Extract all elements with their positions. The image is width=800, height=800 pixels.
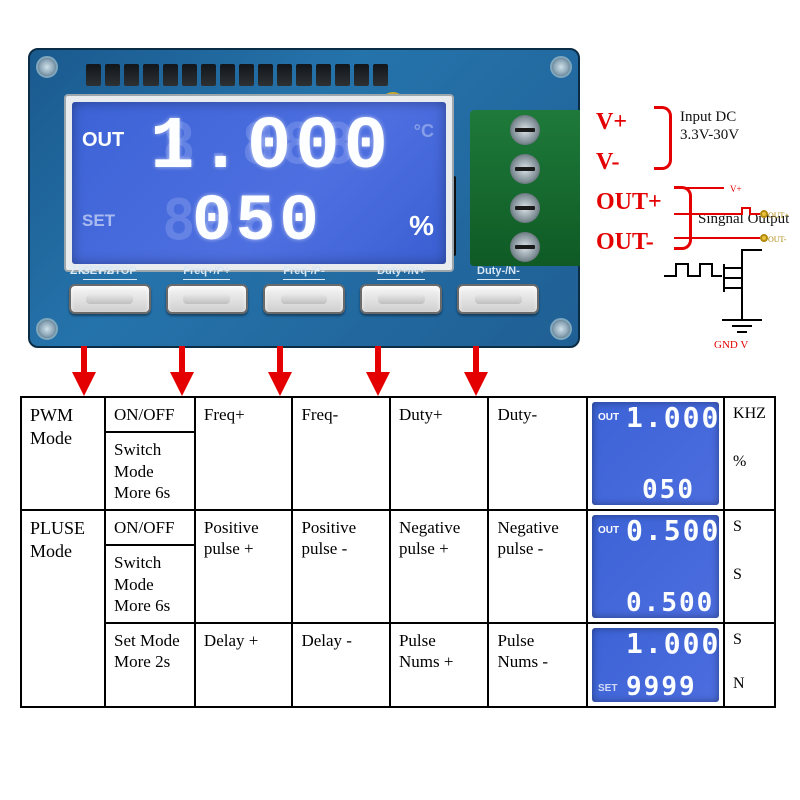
- mounting-hole: [550, 56, 572, 78]
- schem-vplus: V+: [730, 184, 742, 194]
- lcd-display: 8.888 888 OUT SET 1.000 050 % °C: [64, 94, 454, 272]
- lcd-line1: 1.000: [150, 106, 392, 190]
- schem-outp: OUT+: [768, 211, 789, 220]
- cell: Positive pulse +: [195, 510, 293, 623]
- unit: S: [733, 565, 766, 585]
- pwm-mode-label: PWM Mode: [21, 397, 105, 510]
- input-range: 3.3V-30V: [680, 126, 739, 144]
- lcd-set-label: SET: [82, 212, 115, 229]
- freq-minus-button[interactable]: Freq-/P-: [258, 266, 349, 332]
- arrow-icon: [170, 372, 194, 396]
- terminal-vplus: V+: [596, 108, 627, 137]
- duty-minus-button[interactable]: Duty-/N-: [453, 266, 544, 332]
- cell: ON/OFF: [105, 510, 195, 545]
- unit: %: [733, 452, 766, 472]
- cell: Negative pulse -: [488, 510, 587, 623]
- screw-terminal: [470, 110, 580, 266]
- mini-lcd: SET 1.000 9999: [592, 628, 719, 702]
- cell: ON/OFF: [105, 397, 195, 432]
- cell: Duty-: [488, 397, 587, 510]
- cell: Switch Mode More 6s: [105, 545, 195, 623]
- cell: Delay +: [195, 623, 293, 707]
- cell: Negative pulse +: [390, 510, 489, 623]
- pwm-module-pcb: 8.888 888 OUT SET 1.000 050 % °C Zk-PPZ …: [28, 48, 580, 348]
- mounting-hole: [36, 318, 58, 340]
- mini-lcd: OUT 0.500 0.500: [592, 515, 719, 618]
- button-row: SET/STOP Freq+/P+ Freq-/P- Duty+/N+ Duty…: [64, 266, 544, 332]
- cell: Duty+: [390, 397, 489, 510]
- cell: Pulse Nums -: [488, 623, 587, 707]
- unit: KHZ: [733, 404, 766, 424]
- arrow-icon: [72, 372, 96, 396]
- lcd-deg: °C: [414, 122, 434, 140]
- arrow-icon: [366, 372, 390, 396]
- pluse-mode-label: PLUSE Mode: [21, 510, 105, 707]
- terminal-vminus: V-: [596, 148, 620, 177]
- cell: Freq+: [195, 397, 293, 510]
- cell: Switch Mode More 6s: [105, 432, 195, 510]
- schem-gnd: GND V: [714, 339, 748, 351]
- duty-plus-button[interactable]: Duty+/N+: [356, 266, 447, 332]
- arrow-icon: [268, 372, 292, 396]
- unit: S: [733, 517, 766, 537]
- cell: Delay -: [292, 623, 390, 707]
- cell: Positive pulse -: [292, 510, 390, 623]
- freq-plus-button[interactable]: Freq+/P+: [161, 266, 252, 332]
- set-stop-button[interactable]: SET/STOP: [64, 266, 155, 332]
- cell: Freq-: [292, 397, 390, 510]
- terminal-outplus: OUT+: [596, 188, 662, 217]
- cell: Pulse Nums +: [390, 623, 489, 707]
- lcd-percent: %: [409, 212, 434, 240]
- lcd-out-label: OUT: [82, 130, 124, 150]
- unit: N: [733, 674, 766, 694]
- schem-outn: OUT-: [768, 235, 787, 244]
- output-schematic: V+ OUT+ OUT- GND V: [654, 178, 794, 358]
- cell: Set Mode More 2s: [105, 623, 195, 707]
- lcd-line2: 050: [192, 184, 323, 259]
- terminal-outminus: OUT-: [596, 228, 654, 257]
- unit: S: [733, 630, 766, 650]
- mounting-hole: [550, 318, 572, 340]
- mounting-hole: [36, 56, 58, 78]
- mini-lcd: OUT 1.000 050: [592, 402, 719, 505]
- arrow-icon: [464, 372, 488, 396]
- input-dc-label: Input DC: [680, 108, 736, 126]
- brace-icon: [654, 106, 672, 170]
- mode-table: PWM Mode ON/OFF Freq+ Freq- Duty+ Duty- …: [20, 396, 776, 708]
- header-pins: [86, 64, 388, 86]
